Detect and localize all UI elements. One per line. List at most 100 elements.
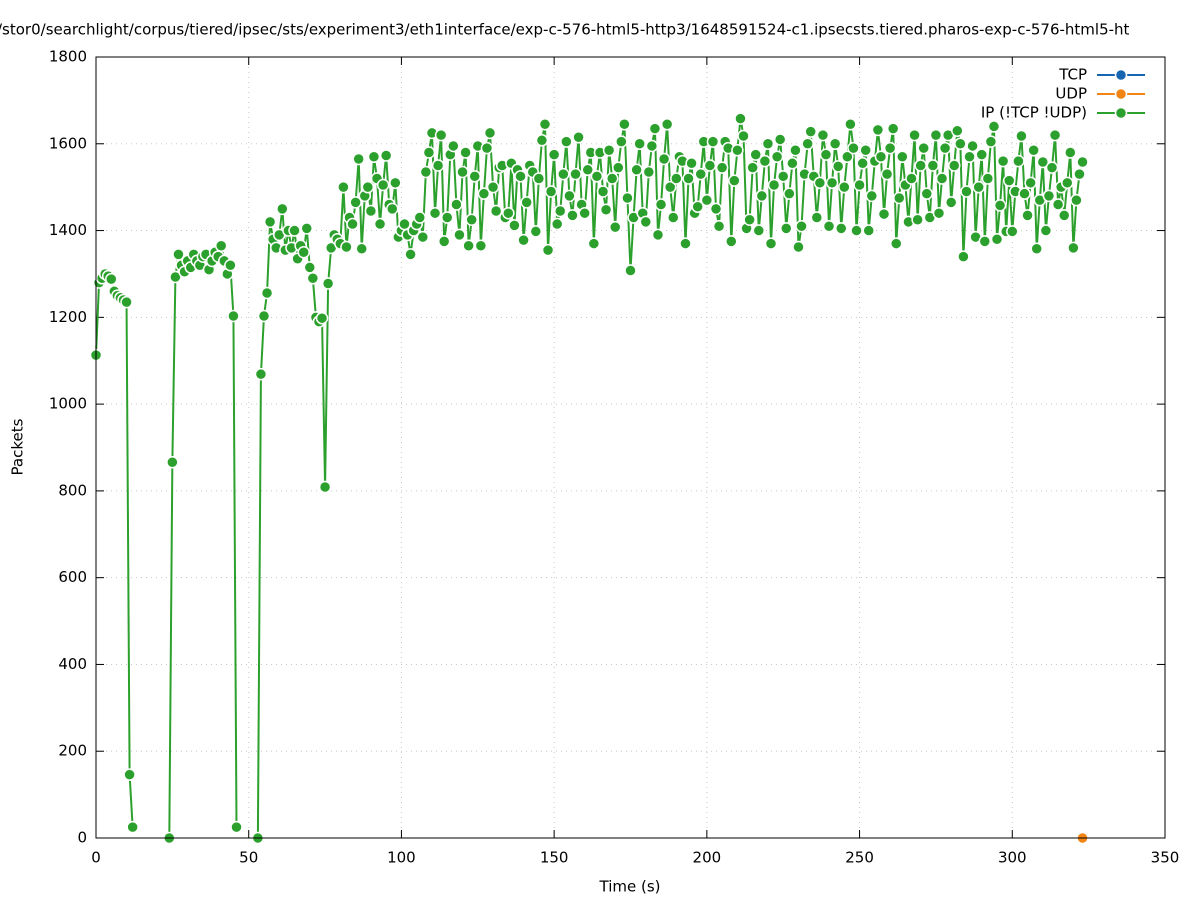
x-tick-label: 50 [239,849,258,867]
legend-label: UDP [1055,85,1087,103]
data-point [844,118,857,131]
data-point [944,196,958,209]
data-point [563,189,576,203]
data-point [337,180,350,194]
data-point [599,203,613,216]
data-point [972,180,985,194]
data-point [929,128,943,142]
plot-border [95,56,1166,839]
x-tick-label: 100 [387,849,416,867]
data-point [508,219,521,232]
data-point [957,250,970,263]
data-point [1027,144,1040,157]
data-point [318,480,332,494]
data-point [911,213,924,226]
data-point [431,159,445,172]
legend-marker [1114,68,1128,82]
data-point [602,144,616,157]
data-point [1073,167,1086,181]
data-point [416,230,430,244]
x-tick-label: 350 [1151,849,1180,867]
data-point [1002,174,1016,187]
data-point [813,176,827,190]
legend-marker [1114,106,1128,120]
data-point [706,135,720,148]
data-point [663,180,677,194]
y-tick-label: 1200 [49,308,87,326]
data-point [1015,129,1028,143]
data-point [978,235,992,248]
data-point [361,180,375,194]
data-point [761,137,775,151]
data-point [587,237,601,250]
data-point [550,217,564,231]
x-tick-label: 150 [540,849,569,867]
data-point [786,157,799,170]
data-point [828,137,842,151]
data-point [700,193,714,207]
data-point [853,178,866,192]
data-point [951,124,964,138]
data-point [859,144,872,157]
data-point [404,248,417,261]
data-point [590,170,604,183]
data-point [547,148,561,161]
data-point [257,309,271,323]
x-tick-label: 200 [693,849,722,867]
data-point [480,141,494,155]
data-point [1051,198,1065,211]
data-point [776,170,790,183]
data-point [932,206,946,220]
data-point [1057,209,1071,222]
data-point [966,139,979,153]
data-point [303,261,317,274]
data-point [459,146,472,159]
data-point [123,768,136,781]
data-point [1067,241,1080,255]
data-point [654,198,668,211]
data-point [364,204,378,218]
data-point [538,118,552,131]
data-point [169,270,182,284]
data-point [792,240,805,254]
data-point [352,152,365,166]
data-point [447,139,460,153]
y-tick-label: 1000 [49,395,87,413]
data-point [712,219,726,233]
data-point [758,154,772,168]
data-point [474,239,488,252]
data-point [450,198,463,211]
data-point [126,820,139,834]
data-point [816,128,830,142]
data-point [386,202,399,216]
data-point [566,209,579,222]
data-point [483,126,497,140]
data-point [581,163,594,177]
data-point [877,207,891,221]
y-tick-label: 200 [58,742,87,760]
data-point [734,112,747,125]
x-tick-label: 300 [998,849,1027,867]
data-point [1061,176,1074,190]
data-point [608,220,622,234]
data-point [315,311,329,325]
data-point [578,206,591,220]
data-point [694,167,707,181]
data-point [376,178,390,192]
x-tick-label: 0 [91,849,101,867]
data-point [633,137,646,151]
data-point [865,189,879,203]
data-point [520,196,533,209]
data-point [996,154,1010,168]
data-point [960,185,973,198]
data-point [465,213,478,226]
data-point [883,141,897,155]
legend-marker [1114,87,1128,101]
data-point [670,172,683,185]
data-point [615,135,628,148]
data-point [621,191,634,205]
data-point [1030,242,1043,256]
data-point [764,237,778,250]
data-point [746,161,759,174]
